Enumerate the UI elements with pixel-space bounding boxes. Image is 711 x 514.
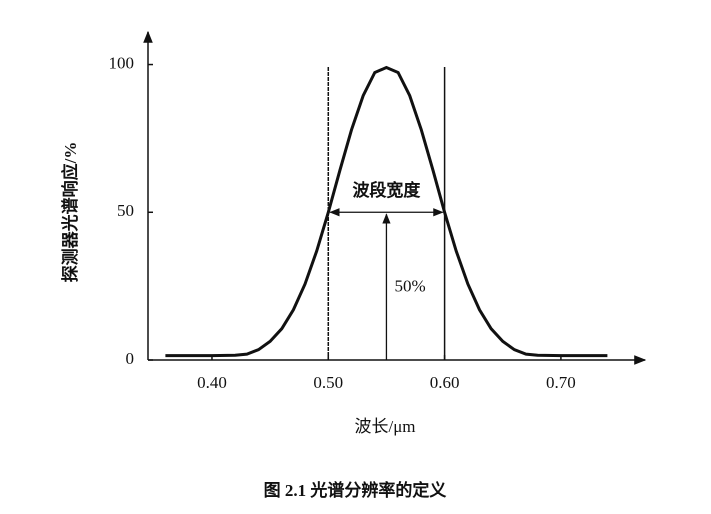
level-label: 50% xyxy=(394,277,425,296)
caption: 图 2.1 光谱分辨率的定义 xyxy=(264,480,447,500)
band-label: 波段宽度 xyxy=(352,180,421,200)
y-tick-label: 0 xyxy=(126,349,135,368)
y-tick-label: 50 xyxy=(117,201,134,220)
x-axis-label: 波长/μm xyxy=(354,417,415,436)
x-tick-label: 0.50 xyxy=(313,373,343,392)
y-axis-label: 探测器光谱响应/% xyxy=(60,142,80,283)
x-tick-label: 0.60 xyxy=(430,373,460,392)
y-tick-label: 100 xyxy=(109,53,135,72)
x-tick-label: 0.70 xyxy=(546,373,576,392)
curve xyxy=(165,65,608,358)
x-tick-label: 0.40 xyxy=(197,373,227,392)
